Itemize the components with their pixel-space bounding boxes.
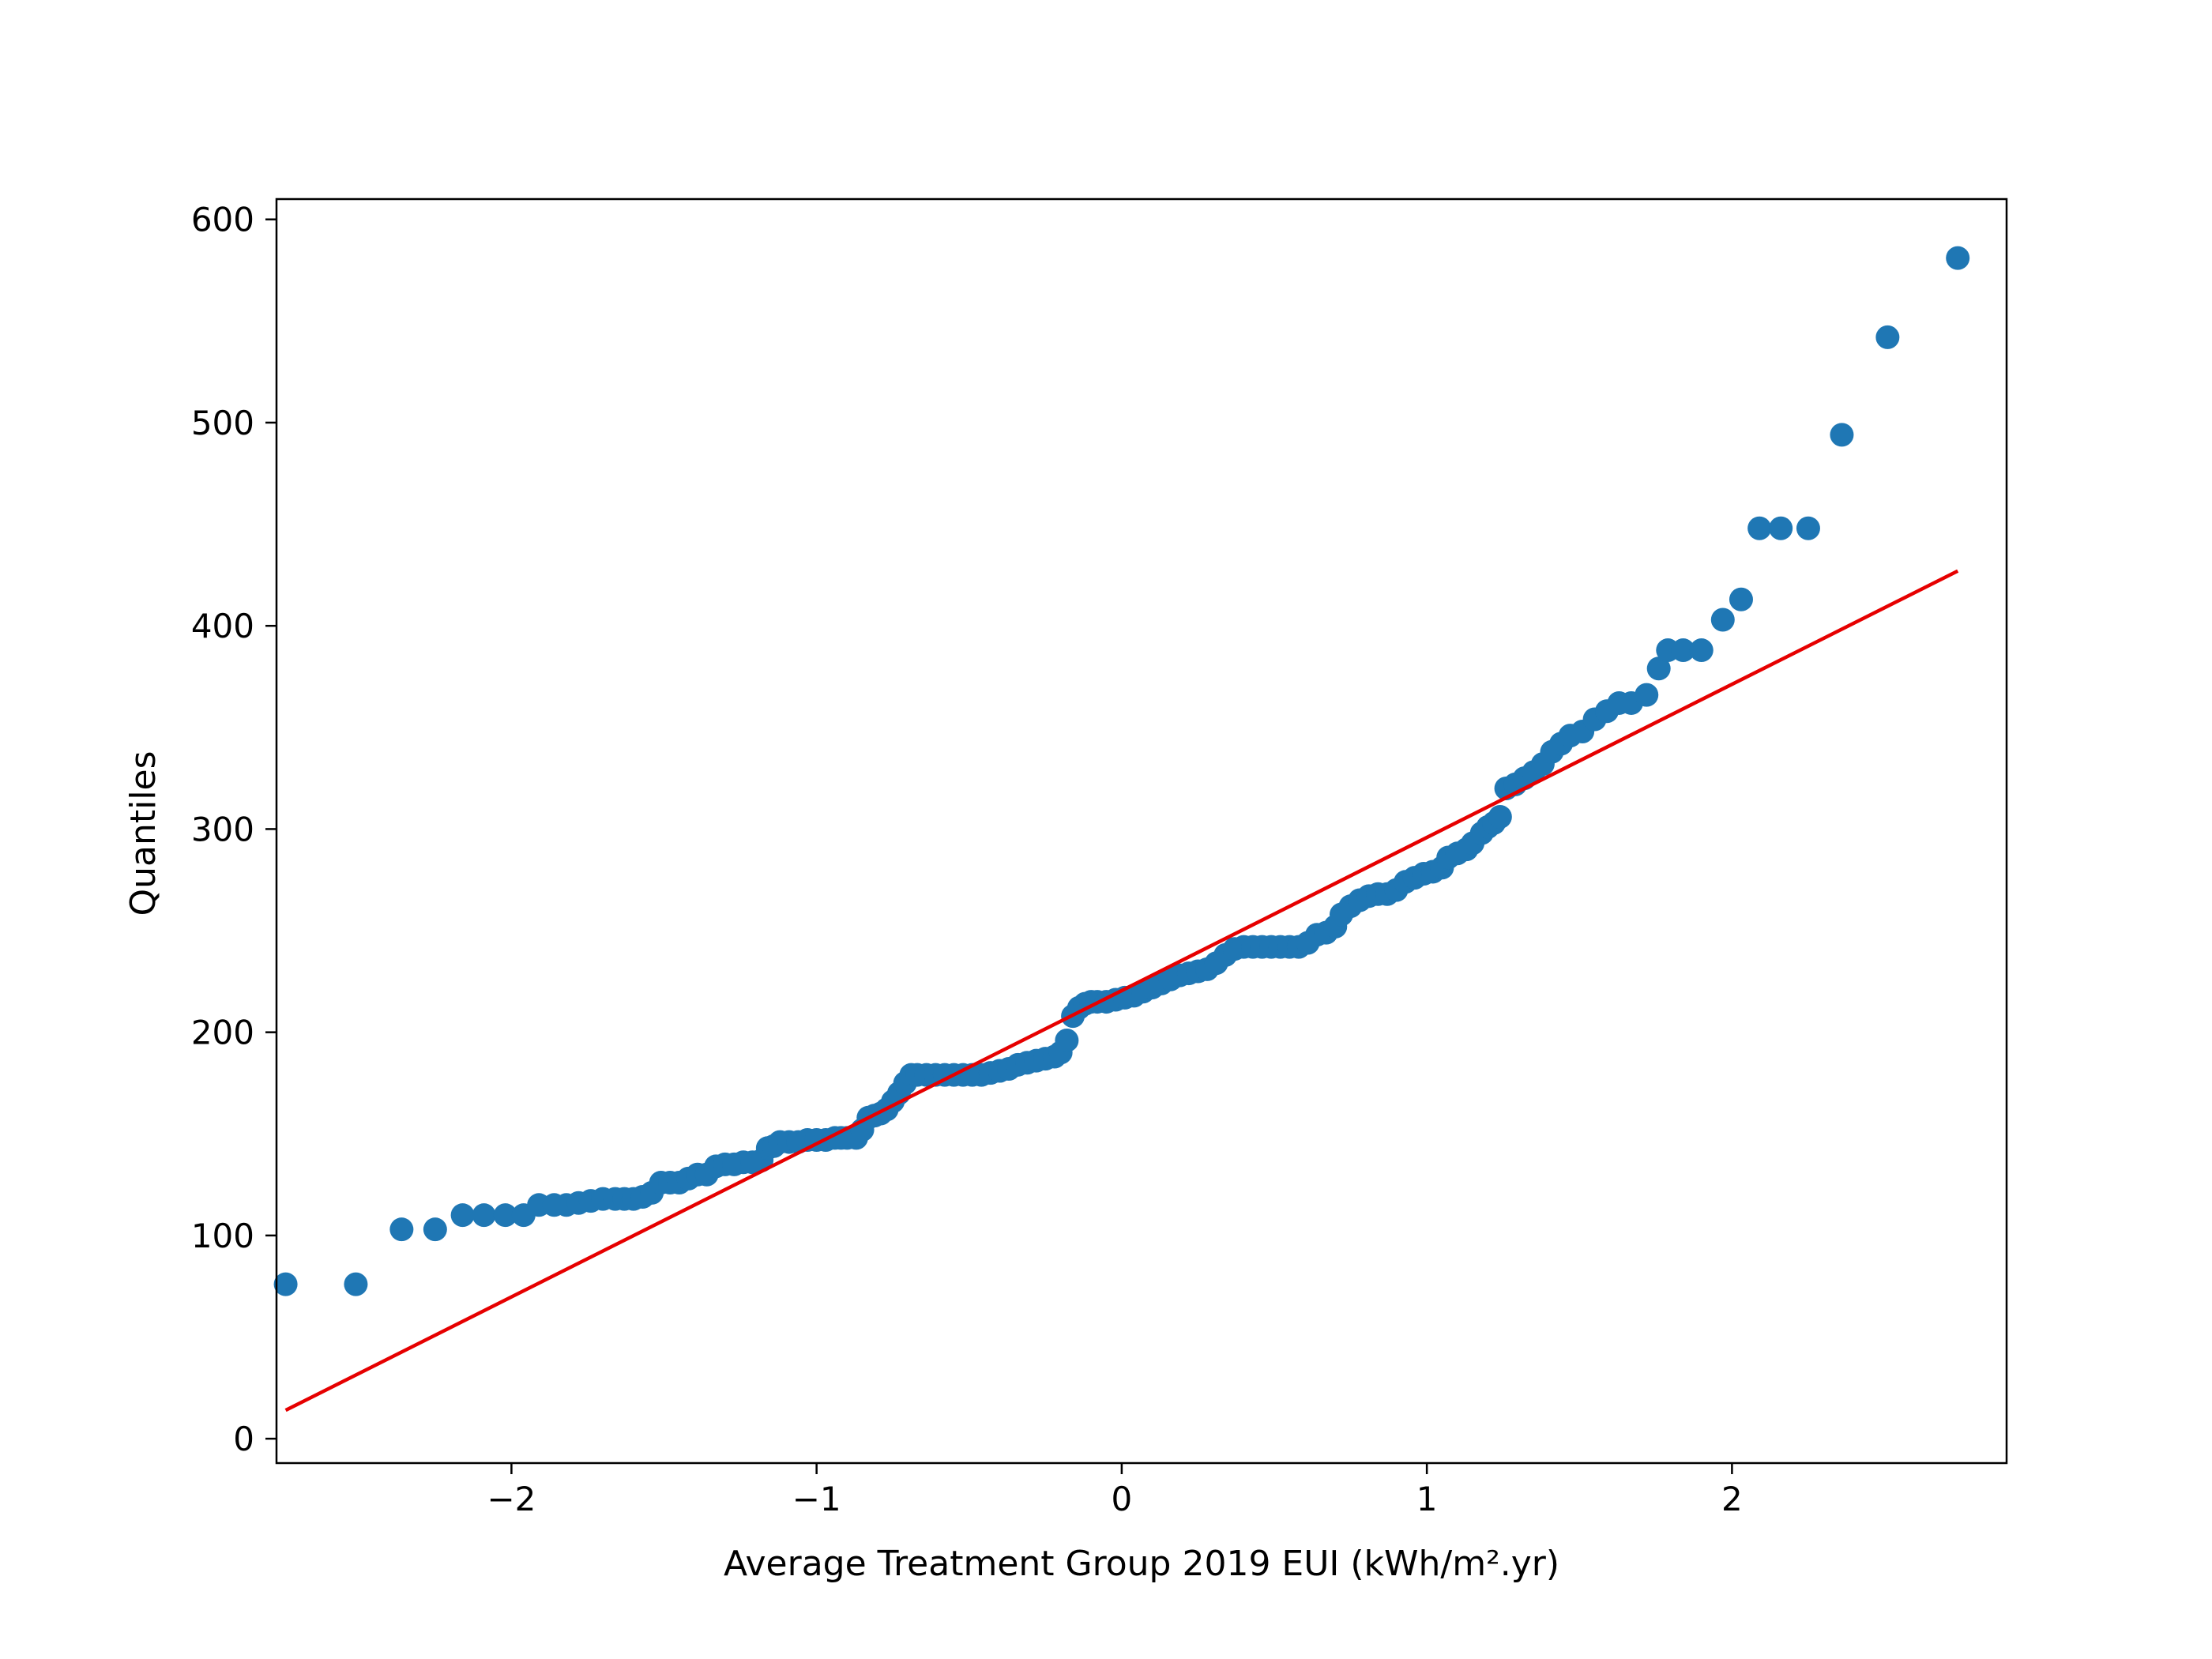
data-point: [389, 1217, 414, 1242]
x-tick-label: 0: [1112, 1480, 1133, 1518]
data-point: [1747, 516, 1772, 540]
data-point: [1729, 587, 1753, 611]
x-tick-label: −2: [487, 1480, 536, 1518]
data-point: [1055, 1028, 1079, 1052]
data-point: [1710, 608, 1735, 632]
y-tick-label: 600: [191, 201, 254, 239]
y-tick-label: 200: [191, 1014, 254, 1052]
plot-frame: [275, 198, 2008, 1465]
y-tick-label: 0: [233, 1420, 254, 1458]
data-point: [1635, 683, 1659, 707]
data-point: [273, 1272, 298, 1296]
y-tick-label: 300: [191, 810, 254, 848]
y-tick-label: 400: [191, 607, 254, 645]
x-tick-label: 2: [1721, 1480, 1743, 1518]
data-point: [344, 1272, 368, 1296]
x-axis-label: Average Treatment Group 2019 EUI (kWh/m²…: [724, 1544, 1559, 1584]
reference-line: [284, 569, 1959, 1413]
data-point: [1796, 516, 1820, 540]
y-axis-ticks: 0 100 200 300 400 500 600: [191, 201, 276, 1458]
y-tick-label: 100: [191, 1217, 254, 1255]
data-point: [1671, 638, 1695, 663]
plot-area: [276, 199, 2007, 1463]
data-point: [1488, 804, 1512, 829]
data-point: [1875, 325, 1900, 349]
y-tick-label: 500: [191, 404, 254, 442]
x-tick-label: 1: [1416, 1480, 1438, 1518]
points-layer: [273, 246, 1970, 1296]
data-point: [450, 1203, 475, 1228]
data-point: [1646, 656, 1671, 681]
x-axis-ticks: −2 −1 0 1 2: [487, 1463, 1743, 1518]
data-point: [423, 1217, 447, 1242]
x-tick-label: −1: [792, 1480, 841, 1518]
data-point: [1946, 246, 1970, 270]
data-point: [493, 1203, 517, 1228]
data-point: [472, 1203, 496, 1228]
data-point: [1830, 423, 1854, 447]
y-axis-label: Quantiles: [123, 750, 164, 916]
data-point: [1689, 638, 1714, 663]
data-point: [1769, 516, 1793, 540]
